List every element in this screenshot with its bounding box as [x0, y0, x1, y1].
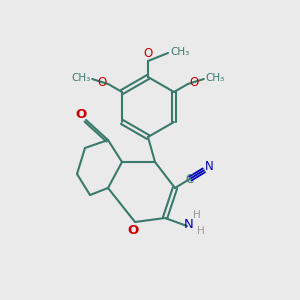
Text: O: O [128, 224, 139, 236]
Text: N: N [205, 160, 214, 173]
Text: O: O [190, 76, 199, 89]
Text: O: O [143, 47, 153, 60]
Text: C: C [185, 173, 194, 186]
Text: CH₃: CH₃ [71, 73, 90, 83]
Text: H: H [197, 226, 205, 236]
Text: H: H [193, 210, 201, 220]
Text: CH₃: CH₃ [206, 73, 225, 83]
Text: N: N [184, 218, 194, 230]
Text: O: O [75, 107, 87, 121]
Text: O: O [97, 76, 106, 89]
Text: CH₃: CH₃ [170, 47, 189, 57]
